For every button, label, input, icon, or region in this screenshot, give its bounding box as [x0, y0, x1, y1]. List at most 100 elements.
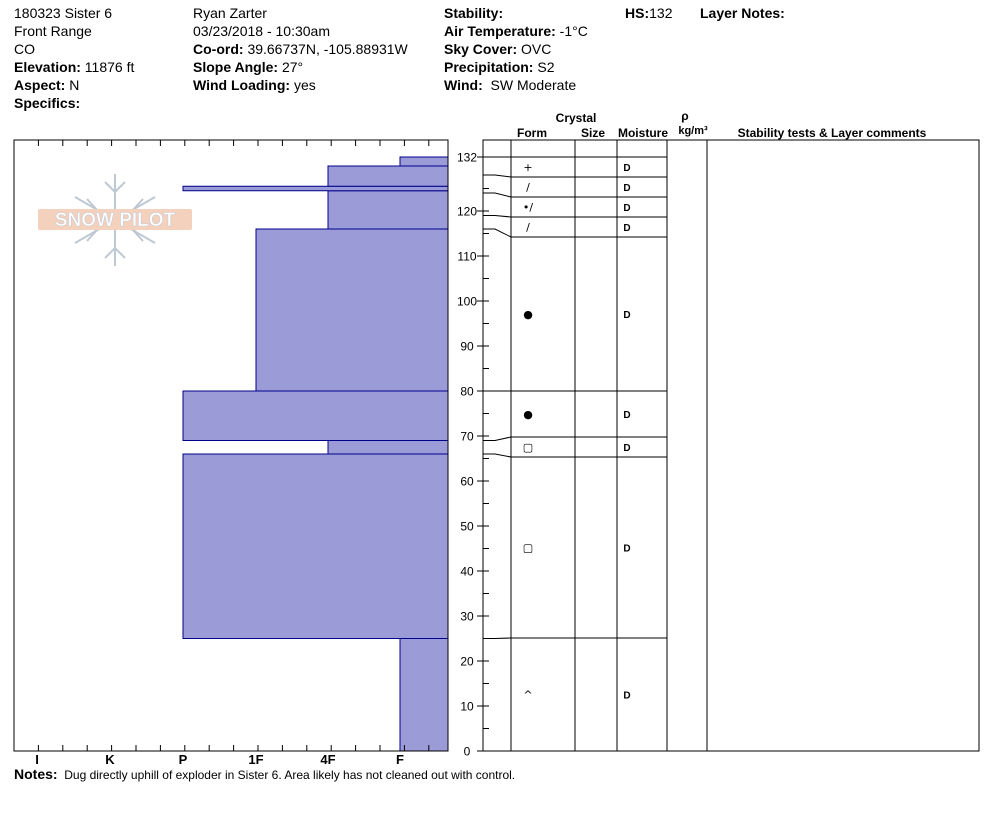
crystal-form-symbol: ▢ [523, 441, 533, 454]
y-tick-label: 120 [457, 205, 477, 219]
y-tick-label: 70 [460, 430, 474, 444]
header-size: Size [581, 126, 605, 140]
specifics-row: Specifics: [14, 94, 80, 112]
y-tick-label: 100 [457, 295, 477, 309]
moisture-value: D [623, 544, 630, 555]
y-tick-label: 110 [457, 250, 476, 264]
crystal-form-symbol: ^ [523, 689, 532, 702]
layer-rows: + D / D •/ D / D ● D ● D ▢ D ▢ D ^ D [483, 156, 667, 702]
specifics-label: Specifics: [14, 95, 81, 111]
header-moisture: Moisture [618, 126, 668, 140]
moisture-value: D [623, 203, 630, 214]
layer-table-frame [482, 139, 980, 752]
snowpilot-logo: SNOW PILOT [38, 174, 192, 266]
crystal-form-symbol: / [526, 221, 530, 234]
aspect-label: Aspect: [14, 77, 66, 93]
crystal-form-symbol: ▢ [523, 542, 533, 555]
layer-table-columns [510, 140, 708, 751]
elevation-label: Elevation: [14, 59, 81, 75]
hardness-bar [182, 390, 449, 441]
layer-connector [483, 228, 512, 238]
y-tick-label: 90 [460, 340, 474, 354]
x-tick-label: 4F [320, 752, 335, 767]
hs-label: HS: [625, 5, 650, 21]
hardness-bar [327, 165, 449, 187]
moisture-value: D [623, 310, 630, 321]
wind-value: SW Moderate [490, 77, 577, 93]
y-tick-label: 60 [460, 475, 474, 489]
hardness-plot-frame [13, 139, 449, 752]
air-temp-row: Air Temperature: -1°C [444, 22, 588, 40]
precip-row: Precipitation: S2 [444, 58, 554, 76]
air-temp-label: Air Temperature: [444, 23, 556, 39]
range-name: Front Range [14, 23, 92, 39]
sky-value: OVC [521, 41, 552, 57]
crystal-form-symbol: / [526, 181, 530, 194]
header-form: Form [517, 126, 547, 140]
hardness-bar [327, 440, 449, 455]
y-tick-label: 80 [460, 385, 474, 399]
x-tick-label: 1F [248, 752, 263, 767]
y-tick-label: 10 [460, 700, 474, 714]
layer-notes-label: Layer Notes: [700, 5, 785, 21]
y-tick-label: 40 [460, 565, 474, 579]
wind-row: Wind: SW Moderate [444, 76, 576, 94]
aspect-value: N [69, 77, 80, 93]
notes-text: Dug directly uphill of exploder in Siste… [64, 768, 516, 782]
y-tick-label: 50 [460, 520, 474, 534]
hardness-bar [399, 638, 449, 752]
moisture-value: D [623, 691, 630, 702]
layer-connector [483, 174, 512, 178]
slope-value: 27° [281, 59, 304, 75]
wind-label: Wind: [444, 77, 483, 93]
hs-row: HS:132 [625, 4, 672, 22]
moisture-value: D [623, 183, 630, 194]
precip-value: S2 [537, 59, 555, 75]
header-rho: ρ [681, 109, 688, 123]
hardness-axis: I K P 1F 4F F [13, 140, 430, 767]
y-tick-label: 20 [460, 655, 474, 669]
x-tick-label: I [35, 752, 39, 767]
moisture-value: D [623, 410, 630, 421]
hardness-bar [399, 156, 449, 167]
coord-label: Co-ord: [193, 41, 244, 57]
sky-row: Sky Cover: OVC [444, 40, 551, 58]
sky-label: Sky Cover: [444, 41, 518, 57]
y-tick-label: 0 [464, 745, 471, 759]
wind-loading-row: Wind Loading: yes [193, 76, 316, 94]
wind-loading-value: yes [293, 77, 316, 93]
moisture-value: D [623, 223, 630, 234]
layer-connector [483, 453, 512, 458]
air-temp-value: -1°C [559, 23, 588, 39]
moisture-value: D [623, 443, 630, 454]
aspect-row: Aspect: N [14, 76, 79, 94]
notes-label: Notes: [14, 766, 58, 782]
wind-loading-label: Wind Loading: [193, 77, 291, 93]
coord-row: Co-ord: 39.66737N, -105.88931W [193, 40, 408, 58]
header-comments: Stability tests & Layer comments [738, 126, 927, 140]
state-name: CO [14, 41, 35, 57]
logo-text: SNOW PILOT [55, 210, 176, 231]
y-tick-label: 132 [457, 151, 477, 165]
precip-label: Precipitation: [444, 59, 534, 75]
slope-label: Slope Angle: [193, 59, 279, 75]
hardness-bar [182, 185, 449, 192]
notes-row: Notes: Dug directly uphill of exploder i… [14, 766, 515, 782]
coord-value: 39.66737N, -105.88931W [247, 41, 408, 57]
x-tick-label: F [396, 752, 404, 767]
stability-label: Stability: [444, 5, 504, 21]
y-tick-label: 30 [460, 610, 474, 624]
crystal-form-symbol: ● [523, 408, 533, 421]
elevation-row: Elevation: 11876 ft [14, 58, 134, 76]
layer-connector [483, 436, 512, 441]
hardness-bar [182, 453, 449, 639]
hardness-profile [182, 156, 449, 752]
pit-name: 180323 Sister 6 [14, 5, 113, 21]
layer-connector [483, 192, 512, 198]
layer-notes-row: Layer Notes: [700, 4, 785, 22]
elevation-value: 11876 ft [84, 59, 135, 75]
moisture-value: D [623, 163, 630, 174]
observer-name: Ryan Zarter [193, 5, 267, 21]
header-density-unit: kg/m³ [678, 125, 708, 137]
